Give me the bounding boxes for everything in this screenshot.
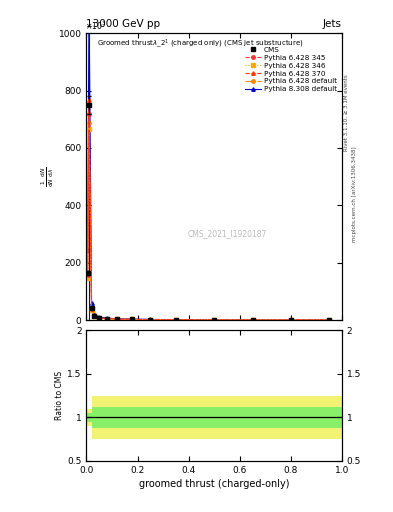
Pythia 6.428 346 xyxy=(327,317,332,323)
Pythia 6.428 default xyxy=(130,316,135,323)
Text: Rivet 3.1.10, ≥ 3.1M events: Rivet 3.1.10, ≥ 3.1M events xyxy=(344,74,349,151)
Pythia 6.428 346 xyxy=(115,316,119,323)
Pythia 8.308 default xyxy=(148,316,152,323)
Pythia 6.428 370 xyxy=(212,317,217,323)
Pythia 8.308 default xyxy=(174,316,178,323)
Pythia 6.428 346 xyxy=(85,275,90,281)
Line: Pythia 6.428 370: Pythia 6.428 370 xyxy=(86,98,331,322)
Pythia 6.428 370 xyxy=(89,305,94,311)
Pythia 6.428 default xyxy=(97,315,101,321)
Pythia 6.428 345 xyxy=(115,316,119,322)
Line: Pythia 8.308 default: Pythia 8.308 default xyxy=(86,2,331,322)
Pythia 6.428 default xyxy=(148,316,152,323)
Legend: CMS, Pythia 6.428 345, Pythia 6.428 346, Pythia 6.428 370, Pythia 6.428 default,: CMS, Pythia 6.428 345, Pythia 6.428 346,… xyxy=(244,46,338,94)
Pythia 6.428 default xyxy=(327,317,332,323)
Pythia 6.428 370 xyxy=(86,97,91,103)
Pythia 6.428 346 xyxy=(212,317,217,323)
Pythia 6.428 370 xyxy=(105,315,109,322)
Pythia 6.428 345 xyxy=(97,315,101,321)
Pythia 8.308 default xyxy=(130,316,135,322)
Pythia 6.428 345 xyxy=(212,317,217,323)
Pythia 8.308 default xyxy=(105,315,109,321)
Pythia 8.308 default xyxy=(85,247,90,253)
Pythia 6.428 370 xyxy=(327,317,332,323)
Text: Groomed thrust$\lambda\_2^1$ (charged only) (CMS jet substructure): Groomed thrust$\lambda\_2^1$ (charged on… xyxy=(97,37,303,50)
Pythia 6.428 default xyxy=(288,317,293,323)
Pythia 6.428 370 xyxy=(130,316,135,323)
Pythia 6.428 345 xyxy=(105,316,109,322)
Pythia 6.428 370 xyxy=(148,316,152,323)
Pythia 6.428 345 xyxy=(130,316,135,323)
Line: Pythia 6.428 345: Pythia 6.428 345 xyxy=(86,113,331,322)
Pythia 8.308 default xyxy=(86,1,91,7)
Pythia 6.428 345 xyxy=(86,111,91,117)
Text: Jets: Jets xyxy=(323,19,342,29)
Pythia 6.428 345 xyxy=(327,317,332,323)
Pythia 8.308 default xyxy=(212,317,217,323)
Pythia 6.428 default xyxy=(92,313,97,319)
Pythia 6.428 346 xyxy=(86,125,91,132)
Pythia 8.308 default xyxy=(89,300,94,306)
Pythia 6.428 370 xyxy=(97,315,101,321)
Text: mcplots.cern.ch [arXiv:1306.3438]: mcplots.cern.ch [arXiv:1306.3438] xyxy=(352,147,357,242)
Pythia 6.428 346 xyxy=(89,307,94,313)
Pythia 6.428 default xyxy=(212,317,217,323)
Pythia 6.428 346 xyxy=(130,316,135,323)
Pythia 6.428 default xyxy=(174,317,178,323)
Pythia 6.428 default xyxy=(86,119,91,125)
Text: 13000 GeV pp: 13000 GeV pp xyxy=(86,19,161,29)
Text: $\times10^3$: $\times10^3$ xyxy=(85,19,107,32)
Pythia 8.308 default xyxy=(288,317,293,323)
Pythia 6.428 346 xyxy=(288,317,293,323)
Pythia 8.308 default xyxy=(250,317,255,323)
Pythia 6.428 default xyxy=(105,316,109,322)
Pythia 6.428 370 xyxy=(288,317,293,323)
Pythia 6.428 346 xyxy=(148,316,152,323)
Pythia 6.428 370 xyxy=(85,268,90,274)
Pythia 8.308 default xyxy=(97,314,101,320)
Pythia 6.428 370 xyxy=(92,312,97,318)
Pythia 6.428 346 xyxy=(92,313,97,319)
Pythia 8.308 default xyxy=(327,317,332,323)
Pythia 6.428 default xyxy=(89,306,94,312)
Pythia 6.428 370 xyxy=(174,317,178,323)
Pythia 6.428 345 xyxy=(148,316,152,323)
Pythia 8.308 default xyxy=(115,316,119,322)
Pythia 6.428 345 xyxy=(250,317,255,323)
Pythia 6.428 370 xyxy=(115,316,119,322)
Pythia 6.428 default xyxy=(250,317,255,323)
Pythia 6.428 346 xyxy=(105,316,109,322)
Pythia 6.428 346 xyxy=(174,317,178,323)
Text: CMS_2021_I1920187: CMS_2021_I1920187 xyxy=(187,229,266,239)
Y-axis label: Ratio to CMS: Ratio to CMS xyxy=(55,371,64,420)
Pythia 6.428 default xyxy=(115,316,119,323)
X-axis label: groomed thrust (charged-only): groomed thrust (charged-only) xyxy=(139,479,289,489)
Y-axis label: $\frac{1}{\mathrm{d}N}\,\frac{\mathrm{d}N}{\mathrm{d}\lambda}$: $\frac{1}{\mathrm{d}N}\,\frac{\mathrm{d}… xyxy=(39,166,56,187)
Pythia 8.308 default xyxy=(92,311,97,317)
Pythia 6.428 346 xyxy=(97,315,101,321)
Pythia 6.428 345 xyxy=(174,317,178,323)
Pythia 6.428 345 xyxy=(85,272,90,278)
Pythia 6.428 default xyxy=(85,273,90,280)
Pythia 6.428 346 xyxy=(250,317,255,323)
Pythia 6.428 345 xyxy=(92,313,97,319)
Line: Pythia 6.428 346: Pythia 6.428 346 xyxy=(86,127,331,322)
Pythia 6.428 370 xyxy=(250,317,255,323)
Pythia 6.428 345 xyxy=(89,306,94,312)
Line: Pythia 6.428 default: Pythia 6.428 default xyxy=(86,121,331,322)
Pythia 6.428 345 xyxy=(288,317,293,323)
